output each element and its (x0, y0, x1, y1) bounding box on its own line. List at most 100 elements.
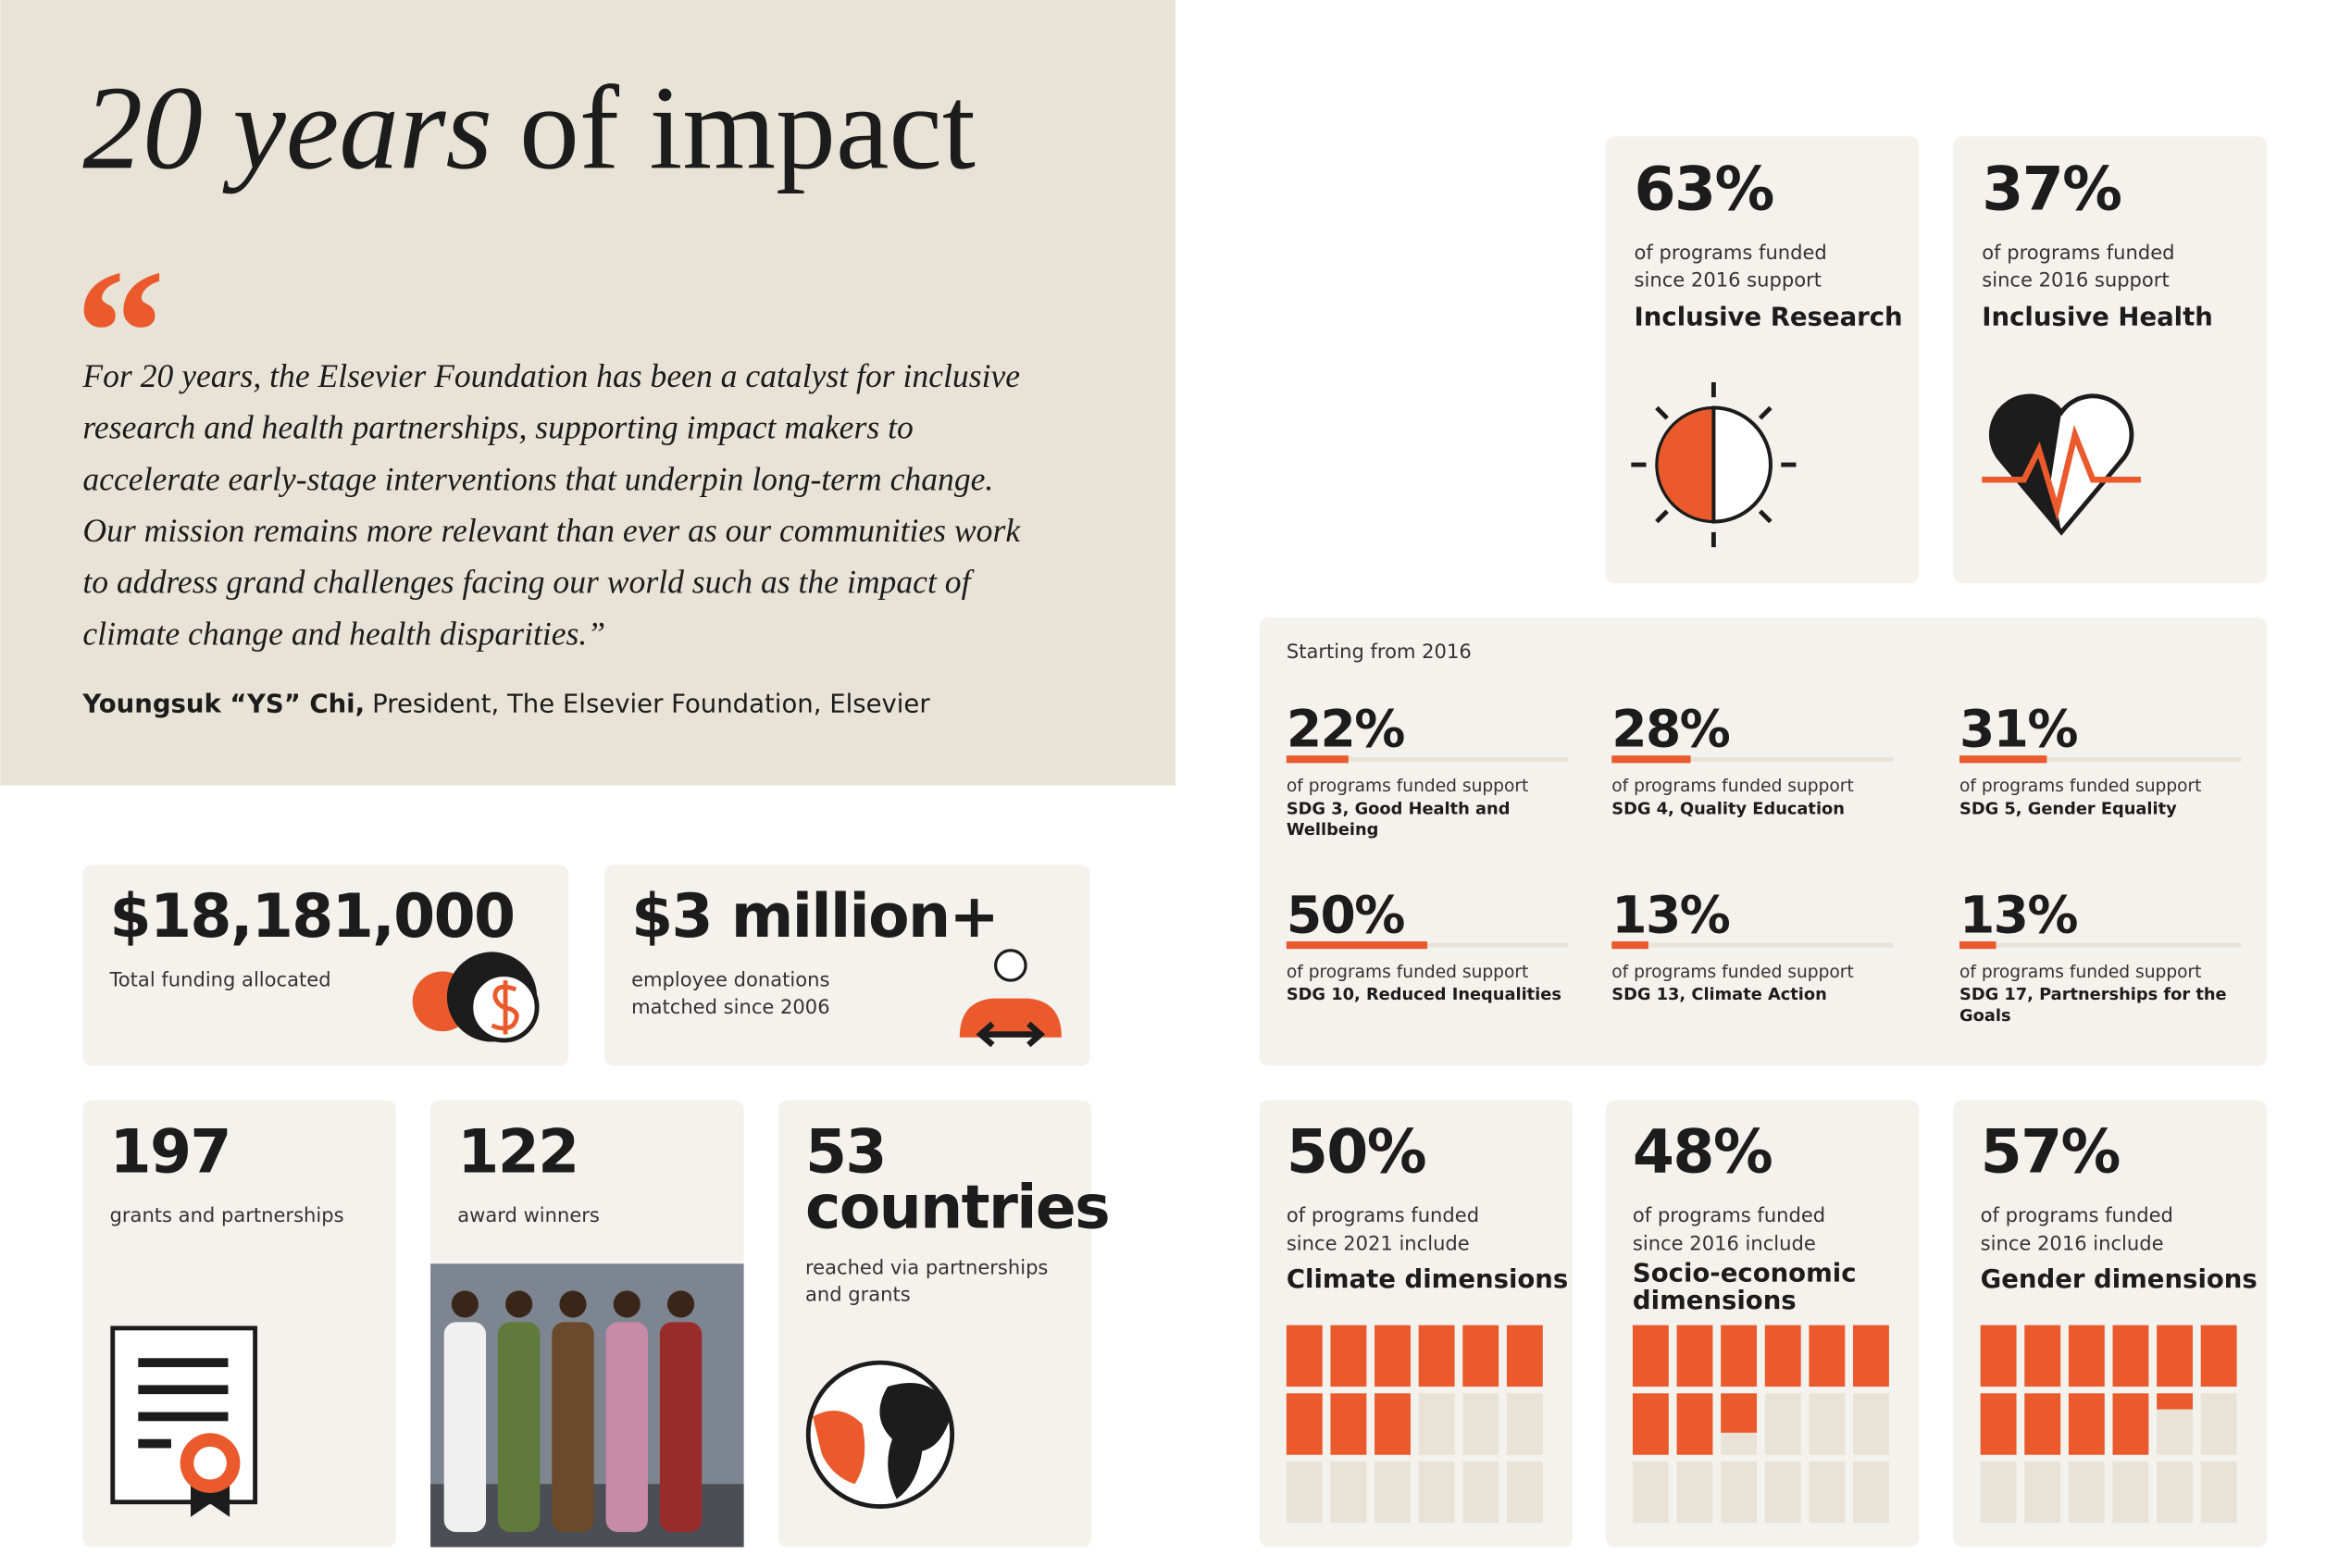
stat: 63% (1635, 156, 1773, 225)
quote-mark: “ (75, 233, 165, 432)
waffle-fill (1375, 1393, 1411, 1455)
quote-line: climate change and health disparities.” (82, 615, 605, 652)
stat: 122 (457, 1117, 578, 1187)
dimension-name: Socio-economic (1633, 1259, 1857, 1288)
icon-pulse (1982, 425, 2141, 522)
icon-dollar (491, 980, 519, 1035)
waffle-fill (2024, 1325, 2061, 1388)
waffle-cell (1632, 1462, 1669, 1524)
icon-continent-dark (879, 1382, 952, 1500)
waffle-cell (1375, 1462, 1411, 1524)
stat: $3 million+ (631, 882, 998, 952)
icon-brain-right (1711, 405, 1773, 524)
stat: 22% (1287, 700, 1404, 759)
caption: since 2016 include (1633, 1232, 1816, 1255)
caption: of programs funded support (1959, 963, 2201, 982)
dimension-name: Gender dimensions (1981, 1264, 2258, 1294)
caption: Total funding allocated (109, 968, 331, 991)
attribution: Youngsuk “YS” Chi, President, The Elsevie… (81, 689, 930, 718)
caption: of programs funded support (1959, 777, 2201, 796)
waffle-fill (2157, 1325, 2193, 1388)
title-rest: of impact (519, 62, 976, 194)
waffle-fill (1462, 1325, 1499, 1388)
waffle-cell (1506, 1462, 1543, 1524)
bar-track (1959, 942, 2242, 948)
stat: countries (805, 1173, 1109, 1242)
caption: employee donations (631, 968, 829, 991)
bar-track (1611, 942, 1894, 948)
stat: 50% (1287, 1117, 1425, 1187)
stat: 197 (110, 1117, 230, 1187)
caption: matched since 2006 (631, 995, 830, 1018)
waffle-cell (1418, 1462, 1455, 1524)
icon-cert-line (138, 1438, 171, 1449)
icon-continent-orange (813, 1410, 865, 1485)
caption: reached via partnerships (805, 1256, 1048, 1279)
bar (1611, 755, 1691, 764)
card (1259, 617, 2267, 1066)
waffle-fill (1676, 1393, 1713, 1455)
quote-line: For 20 years, the Elsevier Foundation ha… (81, 357, 1020, 394)
sdg-name: SDG 13, Climate Action (1611, 985, 1827, 1004)
icon-arrow (976, 1021, 1046, 1048)
focus-name: Inclusive Health (1982, 302, 2213, 331)
waffle-fill (1506, 1325, 1543, 1388)
photo-person-head (613, 1290, 641, 1318)
stat: 28% (1611, 700, 1729, 759)
waffle-cell (1853, 1462, 1889, 1524)
waffle-cell (1764, 1393, 1801, 1455)
waffle-fill (1676, 1325, 1713, 1388)
icon-brain-left (1655, 405, 1716, 524)
focus-name: Inclusive Research (1635, 302, 1903, 331)
waffle-fill (2024, 1393, 2061, 1455)
waffle-fill (1418, 1325, 1455, 1388)
caption: of programs funded (1982, 241, 2174, 264)
header-panel (0, 0, 1176, 786)
icon-ray (1655, 509, 1669, 524)
caption: of programs funded support (1287, 963, 1528, 982)
quote-line: to address grand challenges facing our w… (82, 564, 974, 601)
quote-line: accelerate early-stage interventions tha… (82, 460, 993, 497)
waffle-cell (1980, 1462, 2017, 1524)
caption: of programs funded support (1611, 963, 1853, 982)
waffle-cell (1764, 1462, 1801, 1524)
caption: of programs funded (1287, 1203, 1479, 1226)
icon-head (994, 949, 1027, 982)
title: 20 years of impact (82, 62, 976, 194)
caption: of programs funded (1981, 1203, 2173, 1226)
caption: since 2016 support (1635, 268, 1822, 291)
waffle-fill (1330, 1393, 1367, 1455)
waffle-fill (1286, 1325, 1323, 1388)
author-role: President, The Elsevier Foundation, Else… (372, 689, 930, 718)
caption: grants and partnerships (110, 1203, 344, 1226)
waffle-fill (1721, 1325, 1758, 1388)
bar (1959, 941, 1996, 950)
waffle-cell (1462, 1393, 1499, 1455)
sdg-name: SDG 5, Gender Equality (1959, 799, 2177, 818)
waffle-fill (2068, 1325, 2105, 1388)
waffle-fill (1980, 1325, 2017, 1388)
bar (1611, 941, 1648, 950)
waffle-fill (1980, 1393, 2017, 1455)
waffle-fill (2112, 1393, 2149, 1455)
waffle-fill (1330, 1325, 1367, 1388)
waffle-cell (2200, 1393, 2237, 1455)
waffle-cell (1676, 1462, 1713, 1524)
waffle-cell (2157, 1462, 2193, 1524)
waffle-cell (2112, 1462, 2149, 1524)
caption: award winners (457, 1203, 600, 1226)
author-name: Youngsuk “YS” Chi, (81, 689, 365, 718)
stat: 53 (805, 1117, 886, 1187)
caption: and grants (805, 1283, 911, 1306)
waffle-cell (1462, 1462, 1499, 1524)
waffle-fill (1375, 1325, 1411, 1388)
icon-ray (1655, 405, 1669, 420)
stat: 13% (1611, 885, 1729, 944)
waffle-fill (1632, 1325, 1669, 1388)
waffle-fill (2068, 1393, 2105, 1455)
caption: of programs funded support (1287, 777, 1528, 796)
sdg-name: Wellbeing (1287, 820, 1379, 840)
stat: $18,181,000 (110, 882, 515, 952)
photo-person-head (559, 1290, 587, 1318)
